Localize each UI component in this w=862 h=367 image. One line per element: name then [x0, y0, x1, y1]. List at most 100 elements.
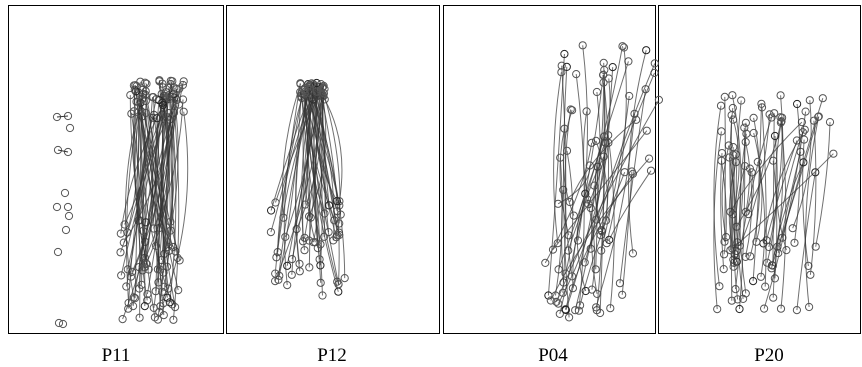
trajectory-end-marker — [267, 206, 276, 215]
trajectory-end-marker — [117, 271, 126, 280]
trajectory-start-marker — [742, 129, 751, 138]
isolated-marker — [63, 147, 73, 157]
trajectory-path — [724, 96, 726, 242]
trajectory-path — [607, 135, 615, 309]
trajectory-start-marker — [741, 137, 750, 147]
trajectory-path — [318, 96, 330, 206]
trajectory-end-marker — [804, 261, 813, 270]
trajectory-end-marker — [283, 281, 292, 290]
trajectory-start-marker — [587, 138, 596, 147]
trajectory-end-marker — [596, 231, 605, 240]
trajectory-end-marker — [782, 246, 791, 255]
trajectory-start-marker — [737, 96, 746, 105]
trajectory-group-p04 — [541, 41, 664, 322]
trajectory-end-marker — [591, 265, 600, 274]
trajectory-end-marker — [741, 207, 750, 216]
trajectory-path — [628, 50, 647, 254]
trajectory-end-marker — [150, 313, 159, 322]
trajectory-end-marker — [596, 308, 605, 318]
trajectory-end-marker — [555, 309, 564, 318]
panel-frames — [8, 5, 861, 334]
trajectory-start-marker — [829, 149, 838, 158]
trajectory-path — [565, 82, 605, 311]
trajectory-start-marker — [296, 80, 305, 89]
trajectory-end-marker — [126, 272, 135, 281]
trajectory-end-marker — [283, 261, 292, 270]
trajectory-start-marker — [562, 62, 571, 72]
trajectory-end-marker — [769, 293, 778, 302]
trajectory-start-marker — [793, 99, 802, 109]
trajectory-start-marker — [158, 83, 168, 92]
trajectory-path — [621, 171, 633, 295]
trajectory-start-marker — [642, 126, 651, 135]
trajectory-start-marker — [650, 59, 659, 68]
trajectory-path — [124, 97, 155, 225]
trajectory-start-marker — [557, 61, 566, 70]
trajectory-path — [619, 89, 647, 284]
trajectory-path — [125, 82, 146, 303]
trajectory-path — [771, 162, 804, 269]
panel-label-p04: P04 — [538, 345, 568, 366]
trajectory-end-marker — [287, 270, 296, 279]
trajectory-end-marker — [140, 302, 149, 311]
panel-label-p12: P12 — [317, 345, 347, 366]
trajectory-path — [274, 93, 325, 282]
trajectory-end-marker — [166, 217, 175, 226]
trajectory-path — [277, 85, 315, 280]
trajectory-path — [772, 113, 775, 266]
trajectory-end-marker — [584, 200, 593, 209]
trajectory-path — [324, 99, 343, 202]
trajectory-end-marker — [143, 296, 152, 305]
trajectory-path — [162, 111, 189, 304]
trajectory-end-marker — [334, 280, 343, 289]
trajectory-path — [596, 63, 656, 220]
trajectory-end-marker — [805, 302, 814, 312]
trajectory-path — [303, 89, 308, 205]
trajectory-start-marker — [126, 91, 135, 100]
trajectory-path — [733, 165, 746, 300]
trajectory-path — [768, 95, 783, 248]
trajectory-end-marker — [587, 285, 597, 294]
trajectory-end-marker — [606, 304, 615, 313]
panel-frame-p11 — [8, 5, 224, 334]
trajectory-path — [136, 85, 181, 261]
trajectory-start-marker — [608, 63, 617, 72]
trajectory-path — [308, 91, 318, 241]
trajectory-start-marker — [765, 110, 774, 119]
trajectory-start-marker — [805, 96, 814, 105]
trajectory-path — [579, 172, 626, 306]
trajectory-path — [132, 104, 180, 307]
trajectory-path — [544, 142, 593, 264]
trajectory-end-marker — [320, 232, 329, 241]
trajectory-end-marker — [336, 210, 345, 219]
trajectory-path — [721, 160, 727, 255]
trajectory-end-marker — [574, 306, 584, 315]
trajectory-start-marker — [632, 115, 641, 124]
trajectory-start-marker — [164, 83, 173, 93]
trajectory-end-marker — [316, 240, 325, 249]
trajectory-start-marker — [801, 107, 810, 116]
trajectory-end-marker — [776, 304, 786, 313]
trajectory-end-marker — [561, 305, 571, 315]
trajectory-end-marker — [576, 301, 585, 310]
trajectory-end-marker — [558, 288, 568, 297]
trajectory-path — [304, 93, 311, 268]
trajectory-path — [577, 45, 588, 241]
trajectory-start-marker — [770, 131, 780, 141]
trajectory-path — [804, 116, 820, 308]
trajectory-end-marker — [761, 282, 770, 291]
trajectory-end-marker — [266, 228, 275, 237]
trajectory-start-marker — [646, 166, 656, 175]
trajectory-end-marker — [713, 305, 722, 314]
trajectory-start-marker — [728, 91, 737, 100]
trajectory-end-marker — [149, 303, 158, 312]
trajectory-path — [145, 112, 165, 316]
trajectory-path — [553, 72, 562, 244]
trajectory-start-marker — [300, 89, 309, 98]
isolated-marker — [63, 202, 73, 212]
trajectory-end-marker — [163, 293, 172, 302]
trajectory-start-marker — [562, 146, 572, 155]
trajectory-path — [123, 87, 175, 243]
trajectory-start-marker — [740, 123, 749, 132]
trajectory-start-marker — [149, 93, 158, 102]
